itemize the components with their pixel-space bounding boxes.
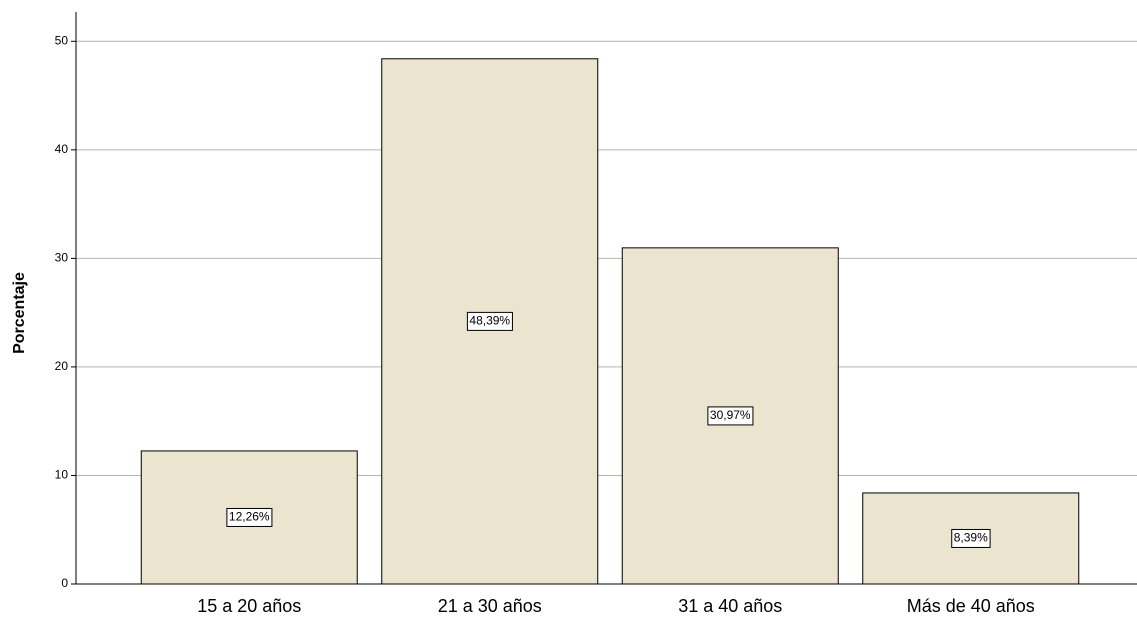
value-label-box — [226, 507, 273, 527]
y-tick-label: 50 — [55, 33, 69, 47]
x-tick-label: 31 a 40 años — [678, 596, 782, 616]
value-label-box — [707, 406, 754, 426]
y-tick-label: 0 — [61, 576, 68, 590]
value-label: 30,97% — [710, 408, 751, 422]
y-axis-label: Porcentaje — [11, 272, 28, 354]
x-tick-label: 21 a 30 años — [438, 596, 542, 616]
value-label: 8,39% — [954, 531, 988, 545]
x-tick-label: 15 a 20 años — [197, 596, 301, 616]
y-tick-label: 20 — [55, 359, 69, 373]
y-tick-label: 30 — [55, 251, 69, 265]
value-label-box — [951, 528, 991, 548]
value-label-box — [466, 311, 513, 331]
y-tick-label: 40 — [55, 142, 69, 156]
x-tick-label: Más de 40 años — [907, 596, 1035, 616]
y-tick-label: 10 — [55, 468, 69, 482]
value-label: 48,39% — [469, 314, 510, 328]
value-label: 12,26% — [229, 510, 270, 524]
